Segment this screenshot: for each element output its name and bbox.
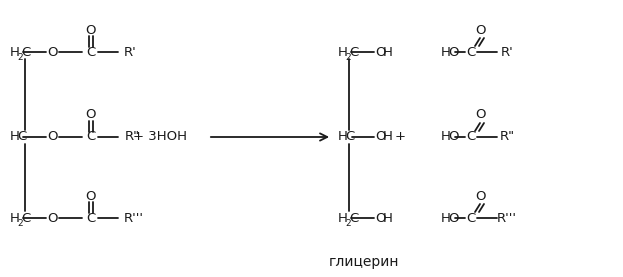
Text: C: C bbox=[17, 130, 26, 143]
Text: C: C bbox=[87, 45, 95, 58]
Text: R": R" bbox=[500, 130, 515, 143]
Text: O: O bbox=[375, 212, 385, 224]
Text: C: C bbox=[345, 130, 354, 143]
Text: O: O bbox=[47, 45, 57, 58]
Text: C: C bbox=[87, 212, 95, 224]
Text: H: H bbox=[383, 130, 393, 143]
Text: R': R' bbox=[501, 45, 513, 58]
Text: O: O bbox=[448, 130, 459, 143]
Text: + 3HOH: + 3HOH bbox=[133, 130, 187, 143]
Text: глицерин: глицерин bbox=[329, 255, 399, 269]
Text: C: C bbox=[467, 45, 475, 58]
Text: C: C bbox=[87, 130, 95, 143]
Text: H: H bbox=[338, 130, 348, 143]
Text: 2: 2 bbox=[17, 53, 22, 61]
Text: O: O bbox=[375, 130, 385, 143]
Text: R''': R''' bbox=[124, 212, 144, 224]
Text: O: O bbox=[47, 212, 57, 224]
Text: R''': R''' bbox=[497, 212, 517, 224]
Text: O: O bbox=[375, 45, 385, 58]
Text: 2: 2 bbox=[345, 53, 351, 61]
Text: C: C bbox=[21, 45, 31, 58]
Text: H: H bbox=[10, 45, 20, 58]
Text: H: H bbox=[441, 130, 451, 143]
Text: +: + bbox=[394, 130, 406, 143]
Text: O: O bbox=[475, 109, 485, 122]
Text: C: C bbox=[467, 212, 475, 224]
Text: H: H bbox=[10, 212, 20, 224]
Text: O: O bbox=[86, 24, 96, 37]
Text: H: H bbox=[338, 212, 348, 224]
Text: O: O bbox=[47, 130, 57, 143]
Text: R": R" bbox=[125, 130, 140, 143]
Text: H: H bbox=[383, 45, 393, 58]
Text: O: O bbox=[448, 45, 459, 58]
Text: H: H bbox=[441, 45, 451, 58]
Text: C: C bbox=[21, 212, 31, 224]
Text: H: H bbox=[383, 212, 393, 224]
Text: R': R' bbox=[123, 45, 136, 58]
Text: C: C bbox=[467, 130, 475, 143]
Text: C: C bbox=[349, 212, 358, 224]
Text: O: O bbox=[86, 109, 96, 122]
Text: H: H bbox=[10, 130, 20, 143]
Text: 2: 2 bbox=[17, 219, 22, 227]
Text: C: C bbox=[349, 45, 358, 58]
Text: O: O bbox=[475, 189, 485, 202]
Text: O: O bbox=[86, 189, 96, 202]
Text: H: H bbox=[441, 212, 451, 224]
Text: O: O bbox=[475, 24, 485, 37]
Text: H: H bbox=[338, 45, 348, 58]
Text: O: O bbox=[448, 212, 459, 224]
Text: 2: 2 bbox=[345, 219, 351, 227]
